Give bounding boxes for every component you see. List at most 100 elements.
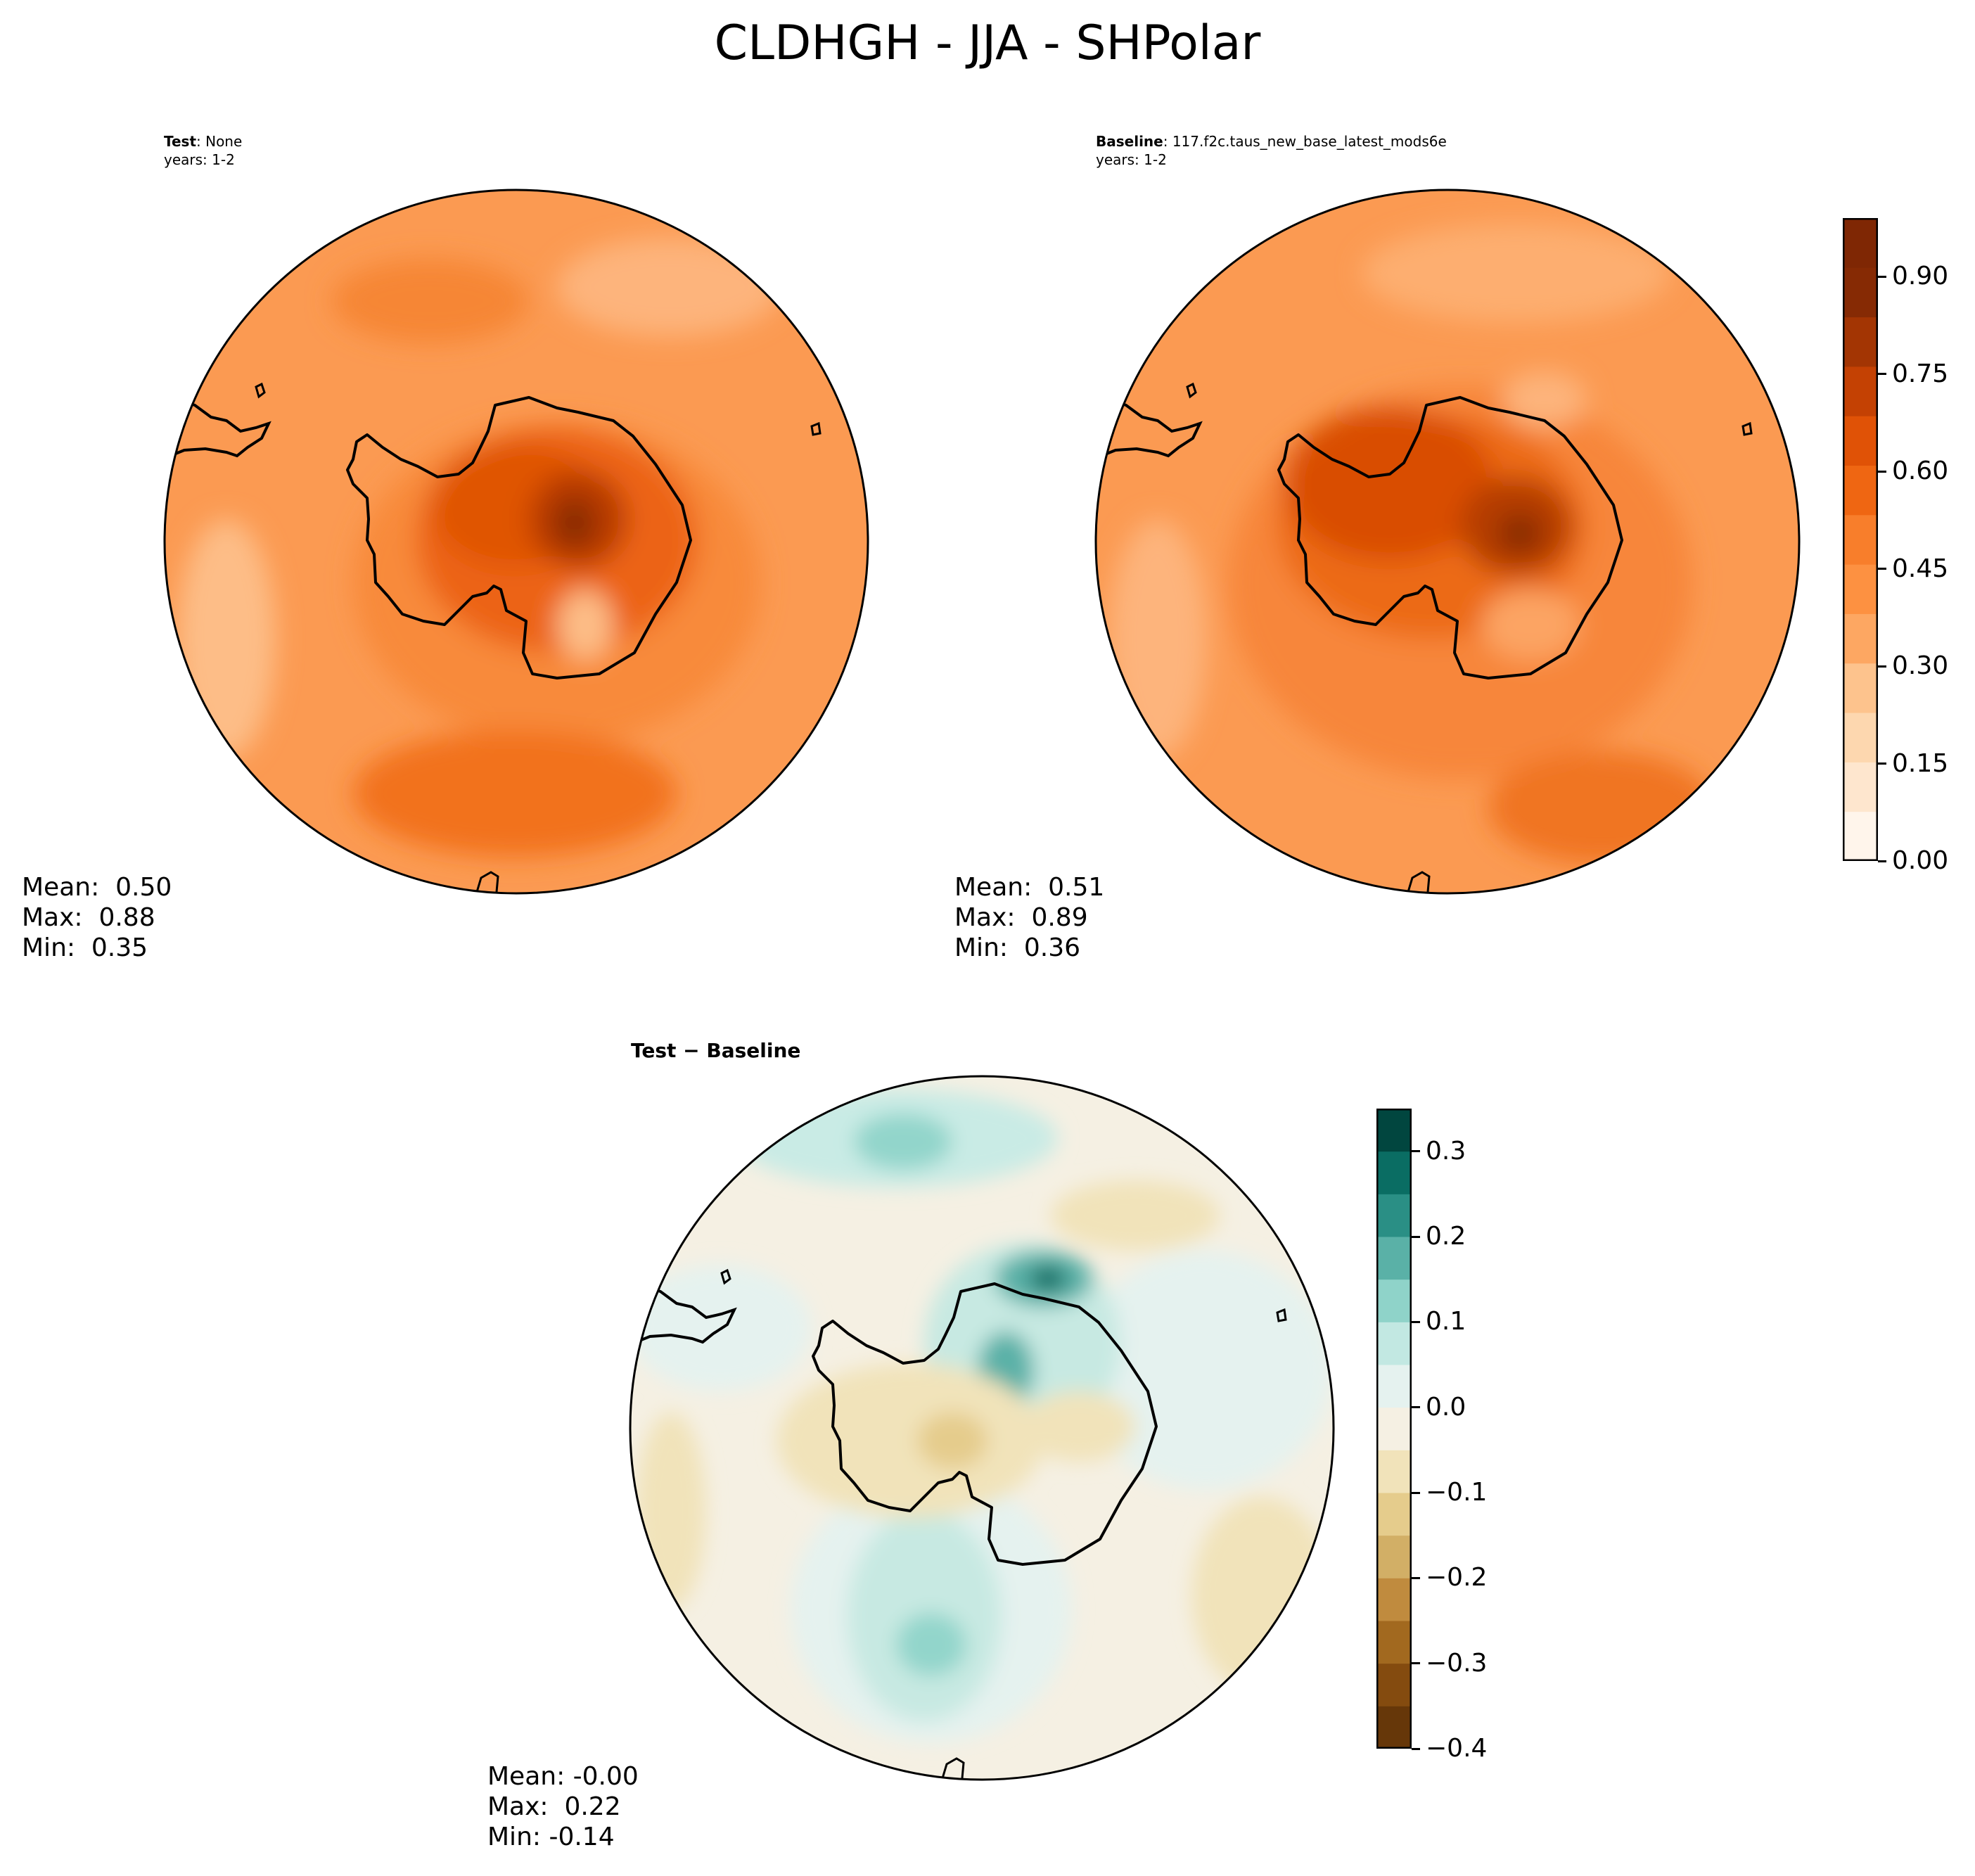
antarctica-coastline xyxy=(1277,396,1623,679)
main-colorbar xyxy=(1843,218,1878,861)
colorbar-swatch xyxy=(1377,1663,1411,1706)
diff-colorbar xyxy=(1376,1109,1412,1749)
colorbar-tick-mark xyxy=(1878,470,1886,473)
baseline-map xyxy=(1094,189,1801,895)
colorbar-tick-mark xyxy=(1412,1491,1420,1494)
colorbar-tick-label: −0.1 xyxy=(1426,1478,1488,1507)
colorbar-swatch xyxy=(1377,1194,1411,1237)
test-field-low-east xyxy=(557,589,613,660)
baseline-map-boundary xyxy=(1094,189,1801,895)
diff-stats: Mean: -0.00 Max: 0.22 Min: -0.14 xyxy=(487,1761,639,1852)
colorbar-tick-mark xyxy=(1878,373,1886,376)
diff-field-pos-peak1-core xyxy=(1030,1266,1066,1291)
baseline-field-low-top xyxy=(1362,224,1671,322)
colorbar-swatch xyxy=(1843,762,1877,812)
diff-field-neg-southeast xyxy=(1191,1497,1332,1694)
colorbar-swatch xyxy=(1377,1578,1411,1621)
test-map xyxy=(163,189,869,895)
colorbar-tick-label: −0.2 xyxy=(1426,1563,1488,1593)
test-mean: Mean: 0.50 xyxy=(22,873,172,902)
colorbar-tick-label: −0.3 xyxy=(1426,1648,1488,1678)
colorbar-tick-mark xyxy=(1412,1662,1420,1665)
colorbar-swatch xyxy=(1377,1237,1411,1280)
colorbar-tick-mark xyxy=(1412,1406,1420,1409)
test-label-rest: : None xyxy=(196,133,243,150)
baseline-field-inner xyxy=(1284,407,1495,561)
colorbar-swatch xyxy=(1377,1450,1411,1493)
baseline-max: Max: 0.89 xyxy=(954,903,1088,932)
test-panel-title: Test: None years: 1-2 xyxy=(164,132,242,169)
diff-mean: Mean: -0.00 xyxy=(487,1762,639,1791)
colorbar-tick-label: 0.0 xyxy=(1426,1392,1466,1422)
colorbar-tick-label: 0.30 xyxy=(1892,651,1949,681)
colorbar-tick-label: 0.45 xyxy=(1892,554,1949,583)
colorbar-tick-mark xyxy=(1878,762,1886,765)
colorbar-swatch xyxy=(1843,713,1877,762)
test-stats: Mean: 0.50 Max: 0.88 Min: 0.35 xyxy=(22,872,172,963)
colorbar-swatch xyxy=(1843,267,1877,318)
south-america-coastline xyxy=(1101,398,1203,458)
colorbar-tick-label: 0.00 xyxy=(1892,846,1949,875)
colorbar-frame xyxy=(1376,1109,1412,1749)
colorbar-frame xyxy=(1843,218,1878,861)
colorbar-swatch xyxy=(1843,514,1877,565)
colorbar-tick-label: 0.1 xyxy=(1426,1307,1466,1336)
diff-field-pos-north-core xyxy=(854,1114,952,1170)
baseline-field-max xyxy=(1499,513,1541,553)
baseline-field-low-left xyxy=(1108,519,1207,758)
colorbar-tick-label: 0.2 xyxy=(1426,1222,1466,1251)
baseline-field-low-south xyxy=(1481,589,1580,660)
colorbar-tick-mark xyxy=(1878,665,1886,668)
colorbar-tick-mark xyxy=(1878,275,1886,278)
colorbar-swatch xyxy=(1843,317,1877,367)
antarctica-coastline xyxy=(812,1282,1158,1566)
colorbar-swatch xyxy=(1377,1151,1411,1194)
diff-min: Min: -0.14 xyxy=(487,1823,615,1851)
colorbar-tick-mark xyxy=(1878,568,1886,570)
colorbar-tick-label: −0.4 xyxy=(1426,1734,1488,1763)
colorbar-tick-mark xyxy=(1412,1150,1420,1153)
test-label-bold: Test xyxy=(164,133,197,150)
colorbar-tick-mark xyxy=(1412,1235,1420,1238)
island-right xyxy=(1741,421,1753,436)
colorbar-swatch xyxy=(1377,1621,1411,1664)
colorbar-swatch xyxy=(1843,218,1877,268)
colorbar-tick-label: 0.15 xyxy=(1892,748,1949,778)
colorbar-tick-label: 0.60 xyxy=(1892,457,1949,486)
colorbar-swatch xyxy=(1377,1322,1411,1365)
south-america-coastline xyxy=(170,398,271,458)
colorbar-swatch xyxy=(1377,1706,1411,1749)
island-right xyxy=(1276,1308,1287,1322)
diff-map xyxy=(629,1075,1335,1781)
colorbar-tick-mark xyxy=(1412,1747,1420,1750)
diff-panel-title: Test − Baseline xyxy=(631,1039,800,1063)
colorbar-tick-mark xyxy=(1412,1576,1420,1579)
diff-field-pos-south-core xyxy=(896,1613,966,1676)
baseline-panel-title: Baseline: 117.f2c.taus_new_base_latest_m… xyxy=(1096,132,1447,169)
diff-field-pos-east xyxy=(1079,1251,1332,1490)
colorbar-swatch xyxy=(1843,416,1877,466)
colorbar-swatch xyxy=(1377,1535,1411,1578)
baseline-min: Min: 0.36 xyxy=(954,933,1081,962)
antarctica-coastline xyxy=(346,396,692,679)
colorbar-swatch xyxy=(1377,1279,1411,1322)
colorbar-swatch xyxy=(1377,1407,1411,1450)
colorbar-swatch xyxy=(1843,465,1877,516)
diff-max: Max: 0.22 xyxy=(487,1792,621,1821)
island-south xyxy=(1407,871,1431,893)
island-left xyxy=(720,1268,731,1285)
diff-map-boundary xyxy=(629,1075,1335,1781)
colorbar-tick-mark xyxy=(1878,860,1886,862)
test-field-low-left xyxy=(177,519,276,758)
baseline-years: years: 1-2 xyxy=(1096,151,1167,168)
baseline-stats: Mean: 0.51 Max: 0.89 Min: 0.36 xyxy=(954,872,1104,963)
test-field-north xyxy=(332,259,529,343)
island-south xyxy=(941,1757,965,1779)
colorbar-swatch xyxy=(1843,663,1877,713)
colorbar-tick-label: 0.75 xyxy=(1892,359,1949,388)
test-field-low-top xyxy=(557,238,782,336)
colorbar-tick-mark xyxy=(1412,1320,1420,1323)
test-min: Min: 0.35 xyxy=(22,933,148,962)
colorbar-swatch xyxy=(1377,1493,1411,1536)
baseline-mean: Mean: 0.51 xyxy=(954,873,1105,902)
